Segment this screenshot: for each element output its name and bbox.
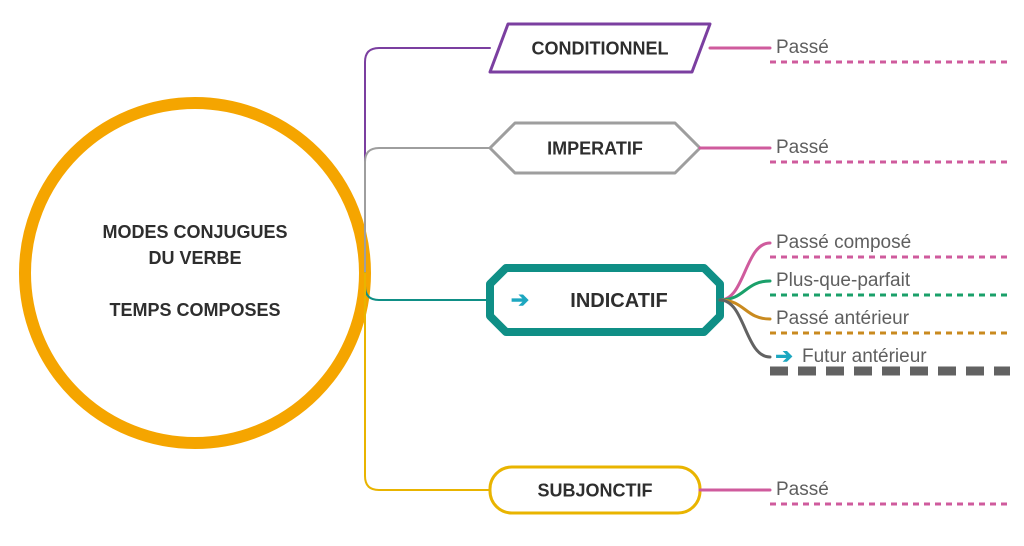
center-label-line: TEMPS COMPOSES [109, 300, 280, 320]
leaf-label: Passé [776, 137, 829, 158]
center-label-line: DU VERBE [148, 248, 241, 268]
mode-imperatif: IMPERATIF [490, 123, 700, 173]
mode-label: INDICATIF [570, 290, 667, 312]
mode-label: SUBJONCTIF [537, 480, 652, 500]
mode-conditionnel: CONDITIONNEL [490, 24, 710, 72]
mode-label: CONDITIONNEL [532, 38, 669, 58]
leaf-label: Passé composé [776, 232, 911, 253]
connector-imperatif [365, 148, 490, 273]
mindmap-svg: MODES CONJUGUES DU VERBE TEMPS COMPOSES CON… [0, 0, 1024, 546]
connector-subjonctif [365, 273, 490, 490]
mode-arrow-icon: ➔ [511, 287, 529, 312]
center-label-line: MODES CONJUGUES [102, 222, 287, 242]
leaf-arrow-icon: ➔ [775, 345, 793, 368]
leaf-label: Passé [776, 479, 829, 500]
center-node [25, 103, 365, 443]
leaf-label: Passé antérieur [776, 308, 910, 329]
leaf-label: Passé [776, 37, 829, 58]
connector-indicatif [365, 273, 490, 300]
connector-conditionnel [365, 48, 490, 273]
mode-label: IMPERATIF [547, 138, 643, 158]
leaf-label: Plus-que-parfait [776, 270, 911, 291]
mode-subjonctif: SUBJONCTIF [490, 467, 700, 513]
leaf-label: Futur antérieur [802, 346, 927, 367]
mode-indicatif: ➔ INDICATIF [490, 268, 720, 332]
